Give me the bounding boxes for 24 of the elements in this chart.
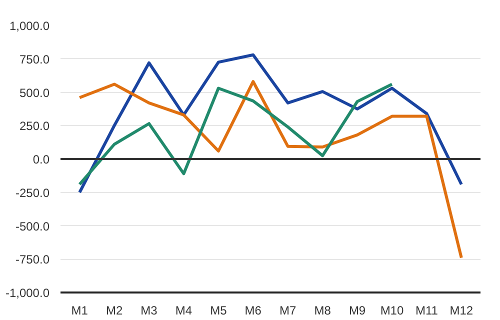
x-tick-label: M11 [415,304,438,318]
y-tick-label: -250.0 [15,186,50,200]
y-tick-label: 750.0 [19,52,50,66]
x-tick-label: M6 [244,304,262,318]
y-tick-label: -1,000.0 [5,286,50,300]
x-tick-label: M9 [348,304,366,318]
x-tick-label: M3 [140,304,158,318]
x-tick-label: M8 [314,304,332,318]
line-series [78,82,394,186]
x-tick-label: M10 [380,304,404,318]
y-tick-label: 1,000.0 [9,19,50,33]
y-tick-label: 250.0 [19,119,50,134]
x-tick-label: M1 [71,304,88,318]
y-tick-label: 0.0 [32,152,50,166]
y-tick-label: -750.0 [15,252,50,267]
x-tick-label: M12 [450,304,474,318]
y-tick-label: 500.0 [19,86,50,100]
x-tick-label: M7 [280,304,297,318]
x-tick-label: M4 [175,304,192,318]
x-tick-label: M2 [106,304,123,318]
line-series [78,80,463,260]
line-series [78,53,463,194]
x-tick-label: M5 [210,304,228,318]
y-tick-label: -500.0 [15,219,50,234]
